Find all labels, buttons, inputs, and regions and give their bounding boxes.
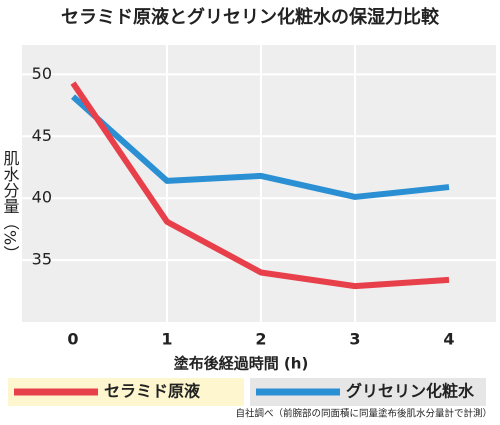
x-tick-label: 2 [255, 330, 266, 349]
y-tick-label: 35 [32, 250, 52, 269]
y-tick-label: 40 [32, 188, 52, 207]
y-axis-label: 肌水分量（%） [1, 150, 20, 261]
y-tick-label: 45 [32, 126, 52, 145]
y-tick-label: 50 [32, 64, 52, 83]
chart-title: セラミド原液とグリセリン化粧水の保湿力比較 [61, 6, 440, 28]
x-tick-label: 4 [443, 330, 454, 349]
x-axis-label: 塗布後経過時間 (h) [174, 355, 309, 373]
x-tick-label: 3 [349, 330, 360, 349]
x-tick-label: 0 [67, 330, 78, 349]
footnote: 自社調べ（前腕部の同面積に同量塗布後肌水分量計で計測） [235, 408, 492, 420]
x-label-box [155, 352, 327, 374]
legend-label: セラミド原液 [104, 382, 201, 401]
plot-background [22, 45, 496, 322]
data-line [70, 81, 450, 290]
data-line [70, 94, 450, 200]
legend-label: グリセリン化粧水 [346, 382, 475, 401]
x-tick-label: 1 [161, 330, 172, 349]
